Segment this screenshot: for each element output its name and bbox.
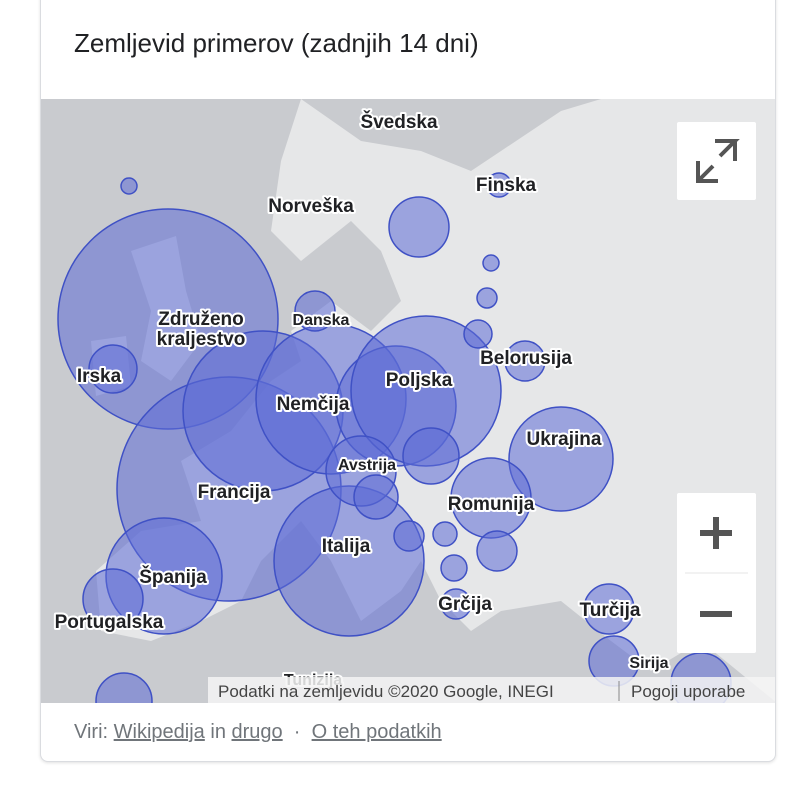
map[interactable]: Švedska Finska Norveška Danska Združenokralj… <box>41 99 776 703</box>
case-circles <box>57 172 732 703</box>
country-label: Grčija <box>438 594 492 615</box>
case-circle[interactable] <box>482 254 500 272</box>
country-label: Finska <box>476 175 537 196</box>
case-circle[interactable] <box>440 588 472 620</box>
country-label: Francija <box>198 482 271 503</box>
country-label: Turčija <box>580 600 641 621</box>
case-circle[interactable] <box>388 196 450 258</box>
other-link[interactable]: drugo <box>231 721 283 743</box>
sources-label: Viri: <box>74 721 109 743</box>
separator: · <box>293 721 301 743</box>
case-circle[interactable] <box>440 554 468 582</box>
country-label: Nemčija <box>277 394 350 415</box>
country-label: kraljestvo <box>157 329 246 350</box>
case-circle[interactable] <box>476 530 518 572</box>
country-label: Poljska <box>386 370 453 391</box>
case-circle[interactable] <box>504 340 546 382</box>
card: Zemljevid primerov (zadnjih 14 dni) Šved… <box>40 0 776 762</box>
country-label: Španija <box>139 566 207 588</box>
fullscreen-icon <box>696 139 740 183</box>
case-circle[interactable] <box>476 287 498 309</box>
attribution: Podatki na zemljevidu ©2020 Google, INEG… <box>218 682 554 701</box>
attribution-bg <box>208 677 775 703</box>
wikipedia-link[interactable]: Wikipedija <box>113 721 205 743</box>
case-circle[interactable] <box>432 521 458 547</box>
case-circle[interactable] <box>353 474 399 520</box>
case-circle[interactable] <box>82 568 144 630</box>
case-circle[interactable] <box>393 520 425 552</box>
country-label: Belorusija <box>480 348 572 369</box>
case-circle[interactable] <box>486 172 512 198</box>
footer: Viri: Wikipedija in drugo · O teh podatk… <box>74 721 442 744</box>
case-circle[interactable] <box>273 485 425 637</box>
country-label: Danska <box>293 312 350 329</box>
case-circle[interactable] <box>402 427 460 485</box>
case-circle[interactable] <box>508 406 614 512</box>
about-link[interactable]: O teh podatkih <box>311 721 442 743</box>
zoom-in[interactable] <box>700 517 732 549</box>
case-circle[interactable] <box>583 583 635 635</box>
country-label: Švedska <box>360 111 438 133</box>
case-circle[interactable] <box>294 290 336 332</box>
country-label: Ukrajina <box>527 429 602 450</box>
conjunction: in <box>210 721 226 743</box>
card-title: Zemljevid primerov (zadnjih 14 dni) <box>74 28 479 58</box>
case-circle[interactable] <box>88 344 138 394</box>
case-circle[interactable] <box>463 319 493 349</box>
country-label: Združeno <box>158 309 244 330</box>
country-label: Irska <box>77 366 122 387</box>
map-labels: Švedska Finska Norveška Danska Združenokralj… <box>53 109 671 691</box>
country-label: Norveška <box>268 196 354 217</box>
country-label: Portugalska <box>55 612 164 633</box>
case-circle[interactable] <box>95 672 153 703</box>
case-circle[interactable] <box>120 177 138 195</box>
terms-link[interactable]: Pogoji uporabe <box>631 682 745 701</box>
fullscreen-button[interactable] <box>677 122 756 200</box>
country-label: Avstrija <box>338 457 396 474</box>
country-label: Romunija <box>448 494 535 515</box>
country-label: Sirija <box>629 655 668 672</box>
country-label: Italija <box>322 536 371 557</box>
